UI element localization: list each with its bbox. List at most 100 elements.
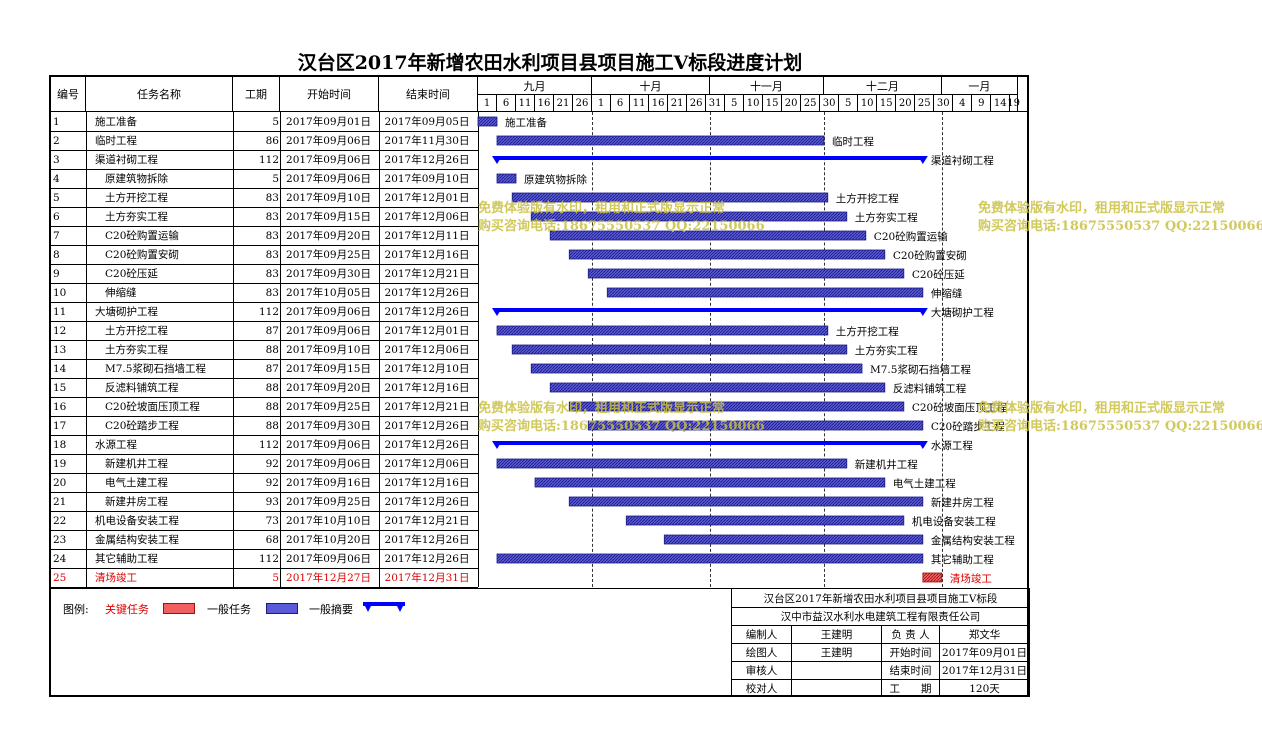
task-id: 16 xyxy=(53,401,67,413)
day-tick: 6 xyxy=(497,95,516,112)
header-duration: 工期 xyxy=(233,77,280,112)
day-tick: 10 xyxy=(744,95,764,112)
day-tick: 10 xyxy=(858,95,878,112)
task-end: 2017年12月21日 xyxy=(384,401,470,413)
info-compiler-label: 编制人 xyxy=(732,626,792,644)
month-gridline xyxy=(941,112,943,587)
task-id: 12 xyxy=(53,325,67,337)
task-duration: 87 xyxy=(265,325,279,337)
task-name: C20砼踏步工程 xyxy=(105,420,179,432)
month-gridline xyxy=(592,112,594,587)
info-leader-label: 负 责 人 xyxy=(882,626,940,644)
table-row: 5 土方开挖工程 83 2017年09月10日 2017年12月01日 xyxy=(51,189,478,208)
task-duration: 88 xyxy=(265,420,279,432)
task-start: 2017年09月15日 xyxy=(286,363,371,375)
table-row: 23 金属结构安装工程 68 2017年10月20日 2017年12月26日 xyxy=(51,531,478,550)
task-name: C20砼压延 xyxy=(105,268,158,280)
task-id: 5 xyxy=(53,192,60,204)
task-name: 土方夯实工程 xyxy=(105,211,168,223)
task-name: 原建筑物拆除 xyxy=(105,173,168,185)
task-duration: 92 xyxy=(265,458,279,470)
day-tick: 21 xyxy=(668,95,688,112)
task-end: 2017年12月01日 xyxy=(384,325,470,337)
task-id: 17 xyxy=(53,420,67,432)
task-start: 2017年09月25日 xyxy=(286,496,371,508)
task-name: 水源工程 xyxy=(95,439,137,451)
month-label: 十二月 xyxy=(823,77,942,95)
info-company: 汉中市益汉水利水电建筑工程有限责任公司 xyxy=(732,608,1030,626)
task-id: 7 xyxy=(53,230,60,242)
day-tick: 15 xyxy=(877,95,897,112)
task-start: 2017年09月30日 xyxy=(286,420,371,432)
task-name: 施工准备 xyxy=(95,116,137,128)
table-row: 6 土方夯实工程 83 2017年09月15日 2017年12月06日 xyxy=(51,208,478,227)
info-checker-label: 校对人 xyxy=(732,680,792,697)
task-id: 9 xyxy=(53,268,60,280)
column-divider xyxy=(379,112,380,587)
task-start: 2017年09月30日 xyxy=(286,268,371,280)
task-start: 2017年09月06日 xyxy=(286,173,371,185)
table-row: 18 水源工程 112 2017年09月06日 2017年12月26日 xyxy=(51,436,478,455)
day-tick: 25 xyxy=(915,95,935,112)
task-duration: 87 xyxy=(265,363,279,375)
task-name: 清场竣工 xyxy=(95,572,137,584)
header-divider xyxy=(478,111,1029,112)
watermark: 免费体验版有水印，租用和正式版显示正常 购买咨询电话:18675550537 QQ… xyxy=(478,201,765,234)
task-name: 新建机井工程 xyxy=(105,458,168,470)
info-checker xyxy=(792,680,882,697)
task-id: 2 xyxy=(53,135,60,147)
day-tick: 4 xyxy=(953,95,973,112)
task-duration: 86 xyxy=(265,135,279,147)
task-end: 2017年12月10日 xyxy=(384,363,470,375)
info-start-label: 开始时间 xyxy=(882,644,940,662)
day-tick: 16 xyxy=(649,95,669,112)
task-duration: 83 xyxy=(265,287,279,299)
task-name: M7.5浆砌石挡墙工程 xyxy=(105,363,206,375)
task-end: 2017年12月21日 xyxy=(384,268,470,280)
month-gridline xyxy=(823,112,825,587)
info-reviewer-label: 审核人 xyxy=(732,662,792,680)
task-id: 15 xyxy=(53,382,67,394)
task-id: 24 xyxy=(53,553,67,565)
header-start: 开始时间 xyxy=(280,77,379,112)
day-tick: 30 xyxy=(934,95,954,112)
task-id: 22 xyxy=(53,515,67,527)
table-row: 3 渠道衬砌工程 112 2017年09月06日 2017年12月26日 xyxy=(51,151,478,170)
task-end: 2017年12月11日 xyxy=(384,230,470,242)
day-tick: 5 xyxy=(725,95,745,112)
day-tick: 11 xyxy=(630,95,650,112)
column-divider xyxy=(233,112,234,587)
task-end: 2017年12月31日 xyxy=(384,572,470,584)
task-start: 2017年09月06日 xyxy=(286,306,371,318)
task-name: C20砼坡面压顶工程 xyxy=(105,401,200,413)
column-divider xyxy=(86,112,87,587)
day-tick: 20 xyxy=(782,95,802,112)
table-row: 24 其它辅助工程 112 2017年09月06日 2017年12月26日 xyxy=(51,550,478,569)
info-drawer-label: 绘图人 xyxy=(732,644,792,662)
legend-label: 图例: xyxy=(63,603,89,616)
task-start: 2017年09月06日 xyxy=(286,458,371,470)
day-tick: 1 xyxy=(478,95,497,112)
task-end: 2017年09月10日 xyxy=(384,173,470,185)
task-duration: 112 xyxy=(258,553,279,565)
day-tick: 16 xyxy=(535,95,555,112)
task-end: 2017年12月06日 xyxy=(384,344,470,356)
task-start: 2017年09月06日 xyxy=(286,439,371,451)
watermark: 免费体验版有水印，租用和正式版显示正常 购买咨询电话:18675550537 QQ… xyxy=(978,401,1262,434)
task-id: 11 xyxy=(53,306,67,318)
task-start: 2017年09月06日 xyxy=(286,135,371,147)
table-row: 4 原建筑物拆除 5 2017年09月06日 2017年09月10日 xyxy=(51,170,478,189)
task-start: 2017年09月10日 xyxy=(286,192,371,204)
task-duration: 73 xyxy=(265,515,279,527)
task-name: C20砼购置安砌 xyxy=(105,249,179,261)
task-id: 6 xyxy=(53,211,60,223)
task-duration: 5 xyxy=(272,572,279,584)
info-period-label: 工 期 xyxy=(882,680,940,697)
task-duration: 83 xyxy=(265,249,279,261)
task-start: 2017年09月10日 xyxy=(286,344,371,356)
task-id: 3 xyxy=(53,154,60,166)
info-block: 汉台区2017年新增农田水利项目县项目施工V标段 汉中市益汉水利水电建筑工程有限… xyxy=(731,588,1030,697)
table-row: 9 C20砼压延 83 2017年09月30日 2017年12月21日 xyxy=(51,265,478,284)
task-end: 2017年12月26日 xyxy=(384,534,470,546)
task-duration: 112 xyxy=(258,439,279,451)
